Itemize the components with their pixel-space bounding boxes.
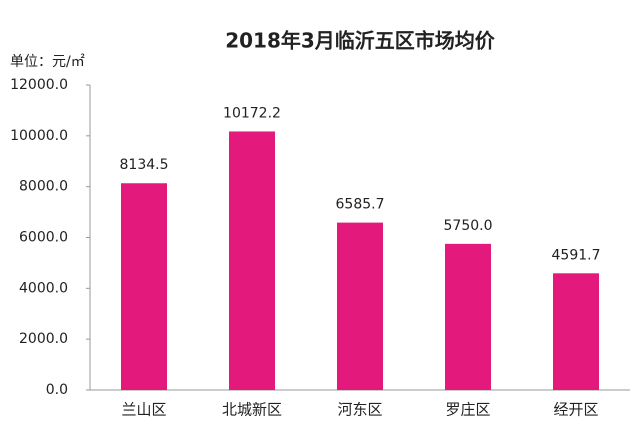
bar [445, 243, 491, 390]
y-tick-label: 8000.0 [19, 179, 68, 195]
x-tick-label: 罗庄区 [445, 401, 490, 419]
x-tick-label: 河东区 [337, 401, 382, 419]
x-tick-label: 北城新区 [222, 401, 282, 419]
y-tick-label: 12000.0 [10, 77, 68, 93]
value-label: 6585.7 [336, 197, 385, 213]
bar [229, 131, 275, 390]
y-tick-label: 6000.0 [19, 230, 68, 246]
bar [553, 273, 599, 390]
unit-label: 单位：元/㎡ [10, 54, 85, 70]
value-label: 10172.2 [223, 105, 281, 121]
x-tick-label: 经开区 [553, 401, 598, 419]
bar [337, 222, 383, 390]
chart-title: 2018年3月临沂五区市场均价 [225, 29, 496, 53]
bar [121, 183, 167, 390]
y-tick-label: 4000.0 [19, 280, 68, 296]
y-tick-label: 2000.0 [19, 331, 68, 347]
y-tick-label: 0.0 [46, 382, 68, 398]
value-label: 5750.0 [444, 218, 493, 234]
value-label: 8134.5 [120, 157, 169, 173]
y-tick-label: 10000.0 [10, 128, 68, 144]
x-tick-label: 兰山区 [121, 401, 166, 419]
value-label: 4591.7 [552, 247, 601, 263]
